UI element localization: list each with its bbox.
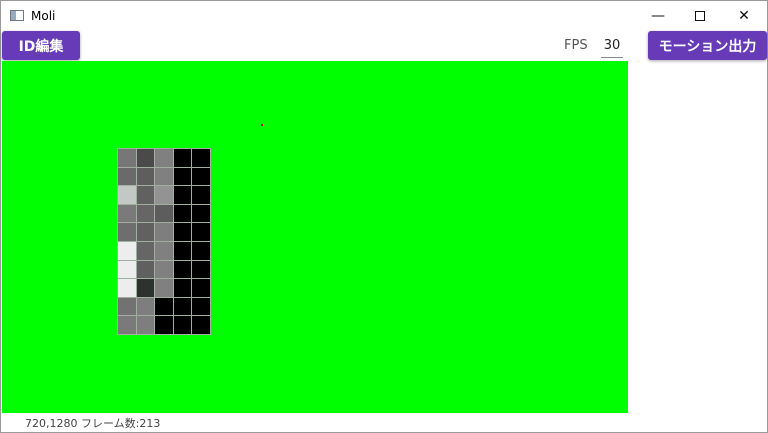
maximize-icon	[695, 11, 705, 21]
grid-cell[interactable]	[173, 297, 192, 316]
status-text: 720,1280 フレーム数:213	[25, 417, 161, 430]
grid-cell[interactable]	[173, 241, 192, 260]
grid-cell[interactable]	[192, 204, 210, 223]
preview-canvas[interactable]	[2, 61, 628, 413]
grid-cell[interactable]	[155, 204, 173, 223]
grid-cell[interactable]	[192, 186, 210, 204]
grid-cell[interactable]	[136, 297, 155, 316]
grid-cell[interactable]	[192, 167, 210, 186]
grid-cell[interactable]	[118, 316, 136, 334]
fps-label: FPS	[564, 38, 588, 53]
minimize-icon: —	[651, 8, 665, 24]
grid-cell[interactable]	[155, 297, 173, 316]
grid-cell[interactable]	[173, 223, 192, 241]
grid-cell[interactable]	[155, 186, 173, 204]
grid-cell[interactable]	[173, 316, 192, 334]
marker-dot	[261, 124, 263, 126]
grid-cell[interactable]	[136, 204, 155, 223]
grid-cell[interactable]	[136, 186, 155, 204]
grid-cell[interactable]	[173, 279, 192, 297]
grid-cell[interactable]	[136, 149, 155, 167]
grid-cell[interactable]	[136, 223, 155, 241]
grid-cell[interactable]	[192, 297, 210, 316]
grid-cell[interactable]	[155, 167, 173, 186]
grid-cell[interactable]	[192, 316, 210, 334]
grid-cell[interactable]	[192, 260, 210, 279]
export-motion-button[interactable]: モーション出力	[648, 31, 767, 60]
grid-cell[interactable]	[173, 167, 192, 186]
grid-cell[interactable]	[155, 260, 173, 279]
grid-cell[interactable]	[192, 241, 210, 260]
grid-cell[interactable]	[155, 279, 173, 297]
fps-input[interactable]: 30	[601, 36, 623, 58]
grid-cell[interactable]	[118, 279, 136, 297]
grid-cell[interactable]	[136, 316, 155, 334]
grid-cell[interactable]	[155, 149, 173, 167]
grid-cell[interactable]	[173, 260, 192, 279]
grid-cell[interactable]	[136, 279, 155, 297]
grid-cell[interactable]	[173, 149, 192, 167]
grid-cell[interactable]	[173, 186, 192, 204]
grid-cell[interactable]	[118, 204, 136, 223]
grid-cell[interactable]	[136, 167, 155, 186]
grid-cell[interactable]	[192, 149, 210, 167]
maximize-button[interactable]	[677, 1, 723, 31]
minimize-button[interactable]: —	[635, 1, 681, 31]
grid-cell[interactable]	[155, 316, 173, 334]
grid-cell[interactable]	[118, 167, 136, 186]
grid-cell[interactable]	[118, 297, 136, 316]
id-edit-button[interactable]: ID編集	[2, 31, 80, 60]
pixel-grid[interactable]	[117, 148, 211, 335]
grid-cell[interactable]	[118, 149, 136, 167]
window-title: Moli	[31, 9, 56, 23]
grid-cell[interactable]	[136, 241, 155, 260]
grid-cell[interactable]	[118, 223, 136, 241]
grid-cell[interactable]	[155, 241, 173, 260]
grid-cell[interactable]	[173, 204, 192, 223]
grid-cell[interactable]	[192, 223, 210, 241]
close-icon: ✕	[738, 8, 750, 24]
app-icon	[10, 10, 24, 21]
close-button[interactable]: ✕	[721, 1, 767, 31]
grid-cell[interactable]	[118, 186, 136, 204]
grid-cell[interactable]	[118, 241, 136, 260]
grid-cell[interactable]	[136, 260, 155, 279]
title-bar: Moli — ✕	[1, 1, 767, 31]
grid-cell[interactable]	[118, 260, 136, 279]
grid-cell[interactable]	[155, 223, 173, 241]
grid-cell[interactable]	[192, 279, 210, 297]
